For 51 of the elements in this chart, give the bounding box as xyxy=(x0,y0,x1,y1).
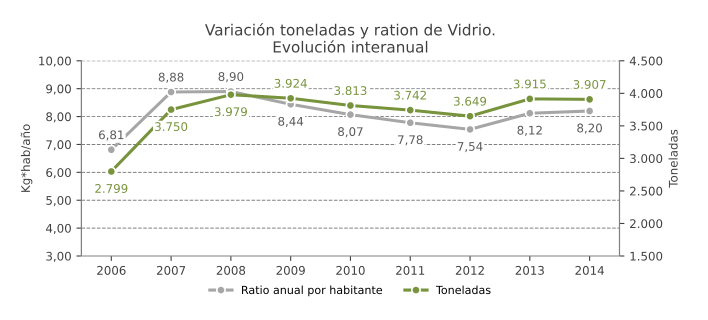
data-label: 2.799 xyxy=(95,184,128,193)
data-label: 7,78 xyxy=(398,135,423,146)
data-label: 7,54 xyxy=(458,142,483,152)
data-label: 8,90 xyxy=(218,72,244,82)
y-tick-label: 4,00 xyxy=(46,224,71,234)
data-label: 3.813 xyxy=(334,86,366,96)
y2-tick-label: 2.500 xyxy=(630,186,662,196)
data-label: 3.907 xyxy=(574,80,606,89)
data-label: 3.649 xyxy=(454,96,486,106)
legend-label: Ratio anual por habitante xyxy=(242,286,382,296)
y2-tick-label: 3.000 xyxy=(630,154,662,164)
y2-tick-label: 4.500 xyxy=(630,56,662,66)
y-tick-label: 6,00 xyxy=(46,168,71,178)
x-tick-label: 2012 xyxy=(456,266,484,275)
chart-title: Variación toneladas y ration de Vidrio. Evolución interanual xyxy=(205,23,494,53)
data-label: 3.750 xyxy=(155,122,188,132)
legend-label: Toneladas xyxy=(436,286,491,294)
point xyxy=(106,166,116,176)
y-axis-title: Kg*hab/año xyxy=(20,124,32,192)
x-tick-label: 2007 xyxy=(156,266,186,275)
point xyxy=(166,87,176,98)
x-tick-label: 2014 xyxy=(575,266,604,275)
y-tick-label: 10,00 xyxy=(39,56,71,67)
point xyxy=(524,108,535,118)
y2-tick-label: 1.500 xyxy=(630,252,662,261)
y-tick-label: 7,00 xyxy=(46,140,71,150)
data-label: 8,07 xyxy=(338,127,363,138)
data-label: 3.742 xyxy=(394,90,426,100)
y2-tick-label: 3.500 xyxy=(630,122,662,131)
y2-axis-title: Toneladas xyxy=(668,130,678,188)
x-tick-label: 2006 xyxy=(97,266,126,275)
data-label: 3.915 xyxy=(514,79,546,88)
x-tick-label: 2010 xyxy=(336,266,365,275)
point xyxy=(166,104,176,115)
data-label: 8,44 xyxy=(278,116,304,127)
data-label: 8,12 xyxy=(517,126,542,136)
y2-tick-label: 4.000 xyxy=(630,89,662,98)
data-label: 3.924 xyxy=(274,78,307,88)
x-tick-label: 2009 xyxy=(276,266,305,275)
y2-tick-label: 2.000 xyxy=(630,219,662,228)
y-tick-label: 3,00 xyxy=(46,252,71,262)
x-tick-label: 2013 xyxy=(516,266,544,275)
x-tick-label: 2011 xyxy=(396,266,424,275)
y-tick-label: 9,00 xyxy=(46,84,71,95)
y-tick-label: 8,00 xyxy=(46,112,71,122)
y-tick-label: 5,00 xyxy=(46,196,71,206)
data-label: 6,81 xyxy=(98,130,124,140)
data-label: 3.979 xyxy=(214,107,247,116)
data-label: 8,20 xyxy=(577,124,602,134)
x-tick-label: 2008 xyxy=(216,266,246,275)
data-label: 8,88 xyxy=(158,72,184,83)
